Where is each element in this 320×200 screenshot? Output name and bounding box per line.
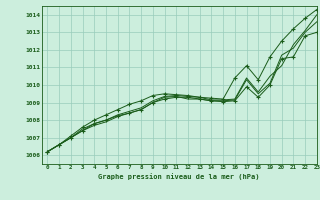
X-axis label: Graphe pression niveau de la mer (hPa): Graphe pression niveau de la mer (hPa) xyxy=(99,173,260,180)
